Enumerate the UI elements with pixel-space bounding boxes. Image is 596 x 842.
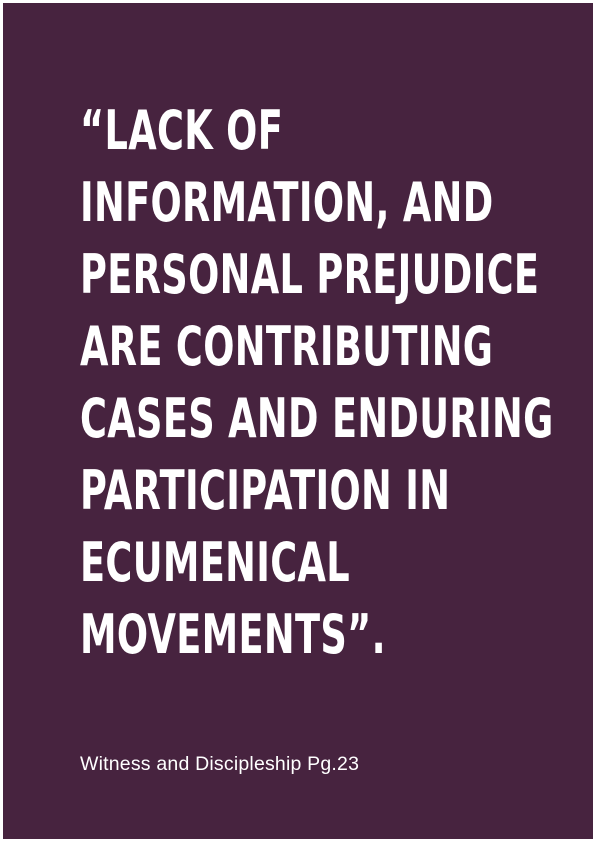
quote-line-6: PARTICIPATION IN [80, 459, 451, 522]
quote-line-2: INFORMATION, AND [80, 171, 494, 234]
quote-text: “LACK OF INFORMATION, AND PERSONAL PREJU… [80, 95, 554, 671]
quote-line-1: “LACK OF [80, 99, 284, 162]
quote-line-4: ARE CONTRIBUTING [80, 315, 494, 378]
quote-line-8: MOVEMENTS”. [80, 603, 386, 666]
quote-line-3: PERSONAL PREJUDICE [80, 243, 540, 306]
quote-line-5: CASES AND ENDURING [80, 387, 554, 450]
quote-source: Witness and Discipleship Pg.23 [80, 753, 360, 775]
quote-line-7: ECUMENICAL [80, 531, 351, 594]
quote-card: “LACK OF INFORMATION, AND PERSONAL PREJU… [3, 3, 593, 839]
